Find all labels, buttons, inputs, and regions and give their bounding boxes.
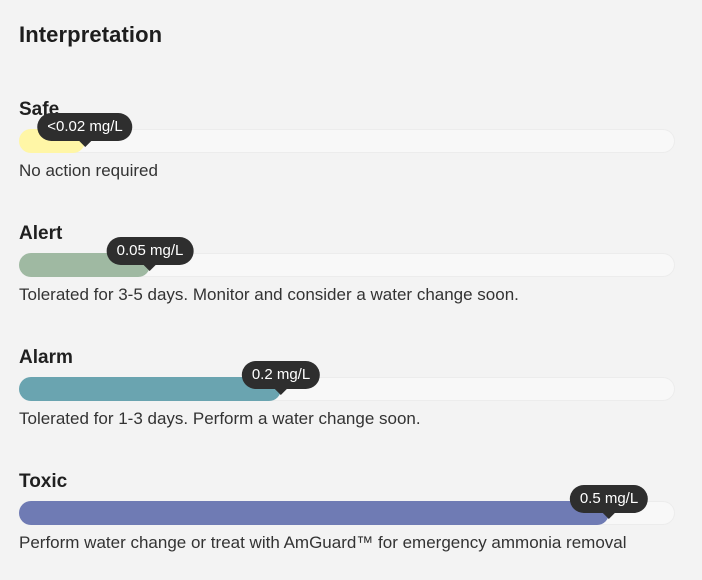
level-bar-track: 0.05 mg/L (19, 237, 675, 277)
level-toxic: Toxic 0.5 mg/L Perform water change or t… (19, 471, 675, 571)
level-bar-track: 0.2 mg/L (19, 361, 675, 401)
threshold-tooltip: 0.05 mg/L (106, 237, 194, 271)
level-bar-fill (19, 377, 281, 401)
threshold-tooltip: <0.02 mg/L (37, 113, 133, 147)
level-description: Tolerated for 3-5 days. Monitor and cons… (19, 285, 519, 304)
threshold-tooltip: 0.2 mg/L (241, 361, 321, 395)
section-title: Interpretation (19, 22, 163, 47)
level-bar-track: 0.5 mg/L (19, 485, 675, 525)
level-description: Perform water change or treat with AmGua… (19, 533, 627, 552)
threshold-tooltip: 0.5 mg/L (569, 485, 649, 519)
level-safe: Safe <0.02 mg/L No action required (19, 99, 675, 199)
level-alarm: Alarm 0.2 mg/L Tolerated for 1-3 days. P… (19, 347, 675, 447)
level-bar-track: <0.02 mg/L (19, 113, 675, 153)
level-description: No action required (19, 161, 158, 180)
level-description: Tolerated for 1-3 days. Perform a water … (19, 409, 421, 428)
level-label: Alert (19, 223, 63, 244)
level-label: Toxic (19, 471, 68, 492)
level-alert: Alert 0.05 mg/L Tolerated for 3-5 days. … (19, 223, 675, 323)
level-label: Alarm (19, 347, 73, 368)
level-bar-fill (19, 501, 609, 525)
